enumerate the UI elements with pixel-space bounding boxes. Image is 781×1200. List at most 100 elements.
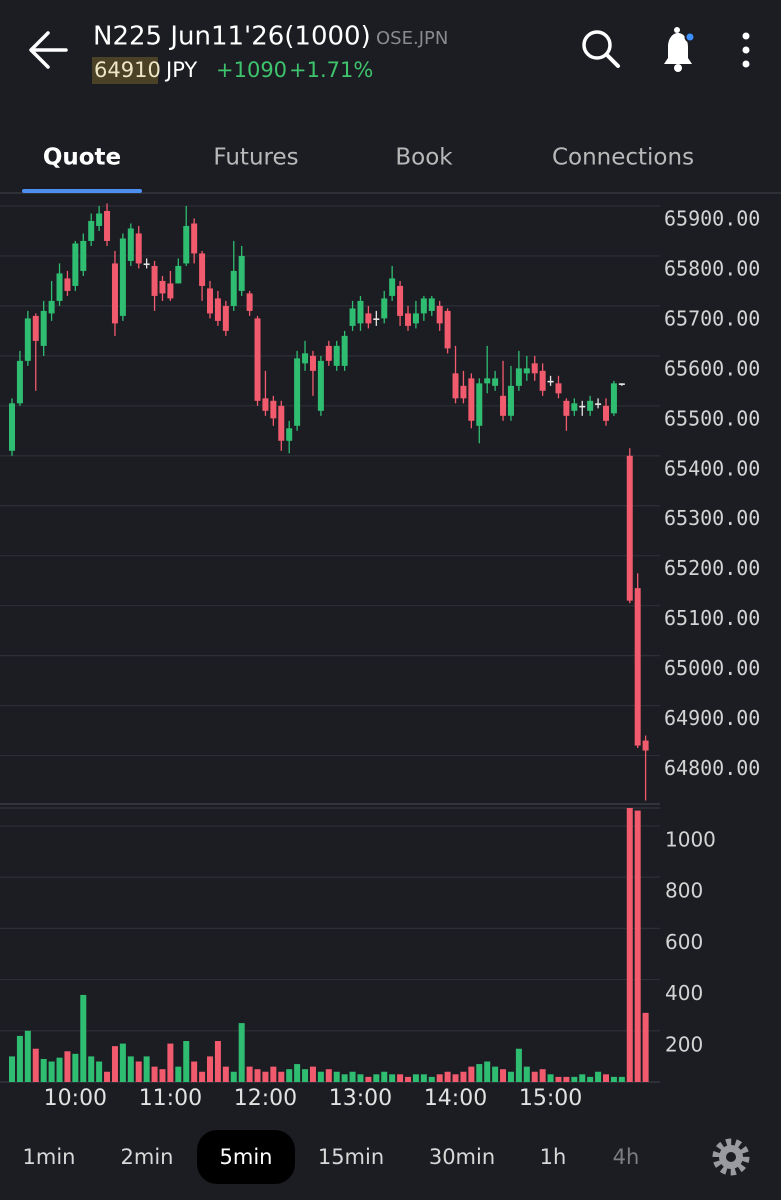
candle-body (104, 210, 111, 241)
volume-bar (349, 1071, 356, 1082)
candle-body (515, 368, 522, 386)
candle-body (349, 308, 356, 326)
candle-body (159, 280, 166, 294)
volume-bar (222, 1066, 229, 1082)
more-button[interactable] (742, 32, 750, 68)
candle-body (230, 270, 237, 306)
candle-body (48, 300, 55, 314)
candle-body (191, 223, 198, 254)
volume-bar (230, 1071, 237, 1082)
volume-bar (563, 1076, 570, 1082)
volume-bar (634, 810, 641, 1082)
volume-bar (302, 1069, 309, 1082)
volume-bar (48, 1061, 55, 1082)
volume-bar (555, 1076, 562, 1082)
exchange: OSE.JPN (376, 28, 448, 49)
volume-bar (373, 1074, 380, 1082)
price-change-pct: +1.71% (289, 58, 373, 82)
candle-body (436, 305, 443, 324)
volume-bar (262, 1071, 269, 1082)
volume-tick-label: 800 (665, 879, 703, 903)
candle-body (302, 353, 309, 364)
volume-bar (333, 1071, 340, 1082)
volume-bar (595, 1071, 602, 1082)
settings-button[interactable] (712, 1138, 750, 1176)
candle-body (246, 293, 253, 311)
timeframe[interactable]: 1min (23, 1145, 76, 1169)
candle-body (222, 305, 229, 331)
volume-tick-label: 600 (665, 930, 703, 954)
timeframe[interactable]: 4h (613, 1145, 640, 1169)
tab[interactable]: Book (395, 145, 453, 171)
x-tick-label: 13:00 (329, 1086, 392, 1111)
candle-body (309, 355, 316, 371)
candle-body (452, 373, 459, 399)
candle-body (96, 213, 103, 226)
candle-body (207, 288, 213, 314)
candle-body (183, 225, 190, 264)
volume-bar (436, 1074, 443, 1082)
volume-bar (460, 1071, 467, 1082)
volume-bar (9, 1056, 15, 1082)
candle-body (254, 318, 261, 401)
y-tick-label: 65900.00 (664, 206, 760, 230)
y-tick-label: 65400.00 (664, 456, 760, 480)
timeframe[interactable]: 30min (429, 1145, 495, 1169)
grid (0, 205, 660, 1083)
volume-bar (317, 1071, 324, 1082)
price-change: +1090 (216, 58, 287, 82)
volume-bar (64, 1051, 71, 1082)
volume-bar (88, 1056, 95, 1082)
alert-button[interactable] (664, 27, 696, 72)
x-tick-label: 15:00 (519, 1086, 582, 1111)
candle-body (492, 378, 499, 386)
volume-bar (191, 1061, 198, 1082)
candle-body (40, 310, 47, 346)
timeframe[interactable]: 2min (121, 1145, 174, 1169)
timeframe[interactable]: 1h (540, 1145, 567, 1169)
y-tick-label: 65600.00 (664, 356, 760, 380)
timeframe[interactable]: 15min (318, 1145, 384, 1169)
candle-body (286, 428, 293, 441)
candle-body (199, 253, 206, 286)
tab[interactable]: Quote (43, 145, 121, 171)
candle-body (500, 395, 507, 416)
candle-body (610, 383, 617, 414)
candle-body (365, 313, 372, 324)
volume-bar (603, 1074, 609, 1082)
candle-body (111, 263, 118, 324)
volume-bar (167, 1043, 174, 1082)
timeframe[interactable]: 5min (220, 1145, 273, 1169)
candle-body (278, 405, 285, 441)
candle-body (618, 383, 625, 385)
volume-bar (571, 1076, 578, 1082)
volume-bar (278, 1071, 285, 1082)
candle-body (72, 243, 79, 286)
candle-body (587, 400, 594, 411)
back-button[interactable] (29, 31, 68, 69)
instrument-title: N225 Jun11'26(1000) (93, 22, 371, 52)
y-tick-label: 65200.00 (664, 556, 760, 580)
candle-body (571, 403, 578, 411)
volume-bar (325, 1069, 332, 1082)
candle-body (262, 398, 269, 411)
volume-bar (40, 1058, 47, 1082)
candle-body (270, 400, 277, 419)
y-tick-label: 65100.00 (664, 606, 760, 630)
volume-bar (56, 1057, 63, 1082)
volume-bar (341, 1074, 348, 1082)
candle-body (603, 405, 609, 421)
volume-bar (547, 1074, 554, 1082)
candle-body (294, 358, 301, 426)
volume-bar (626, 808, 633, 1082)
y-tick-label: 64900.00 (664, 706, 760, 730)
y-tick-label: 65700.00 (664, 306, 760, 330)
volume-bar (523, 1066, 530, 1082)
tab[interactable]: Connections (552, 145, 694, 171)
tab[interactable]: Futures (213, 145, 298, 171)
volume-bar (309, 1066, 316, 1082)
search-button[interactable] (582, 30, 620, 68)
axes: 64800.00 64900.00 65000.00 65100.00 65200.00… (44, 206, 761, 1111)
volume-bar (452, 1074, 459, 1082)
